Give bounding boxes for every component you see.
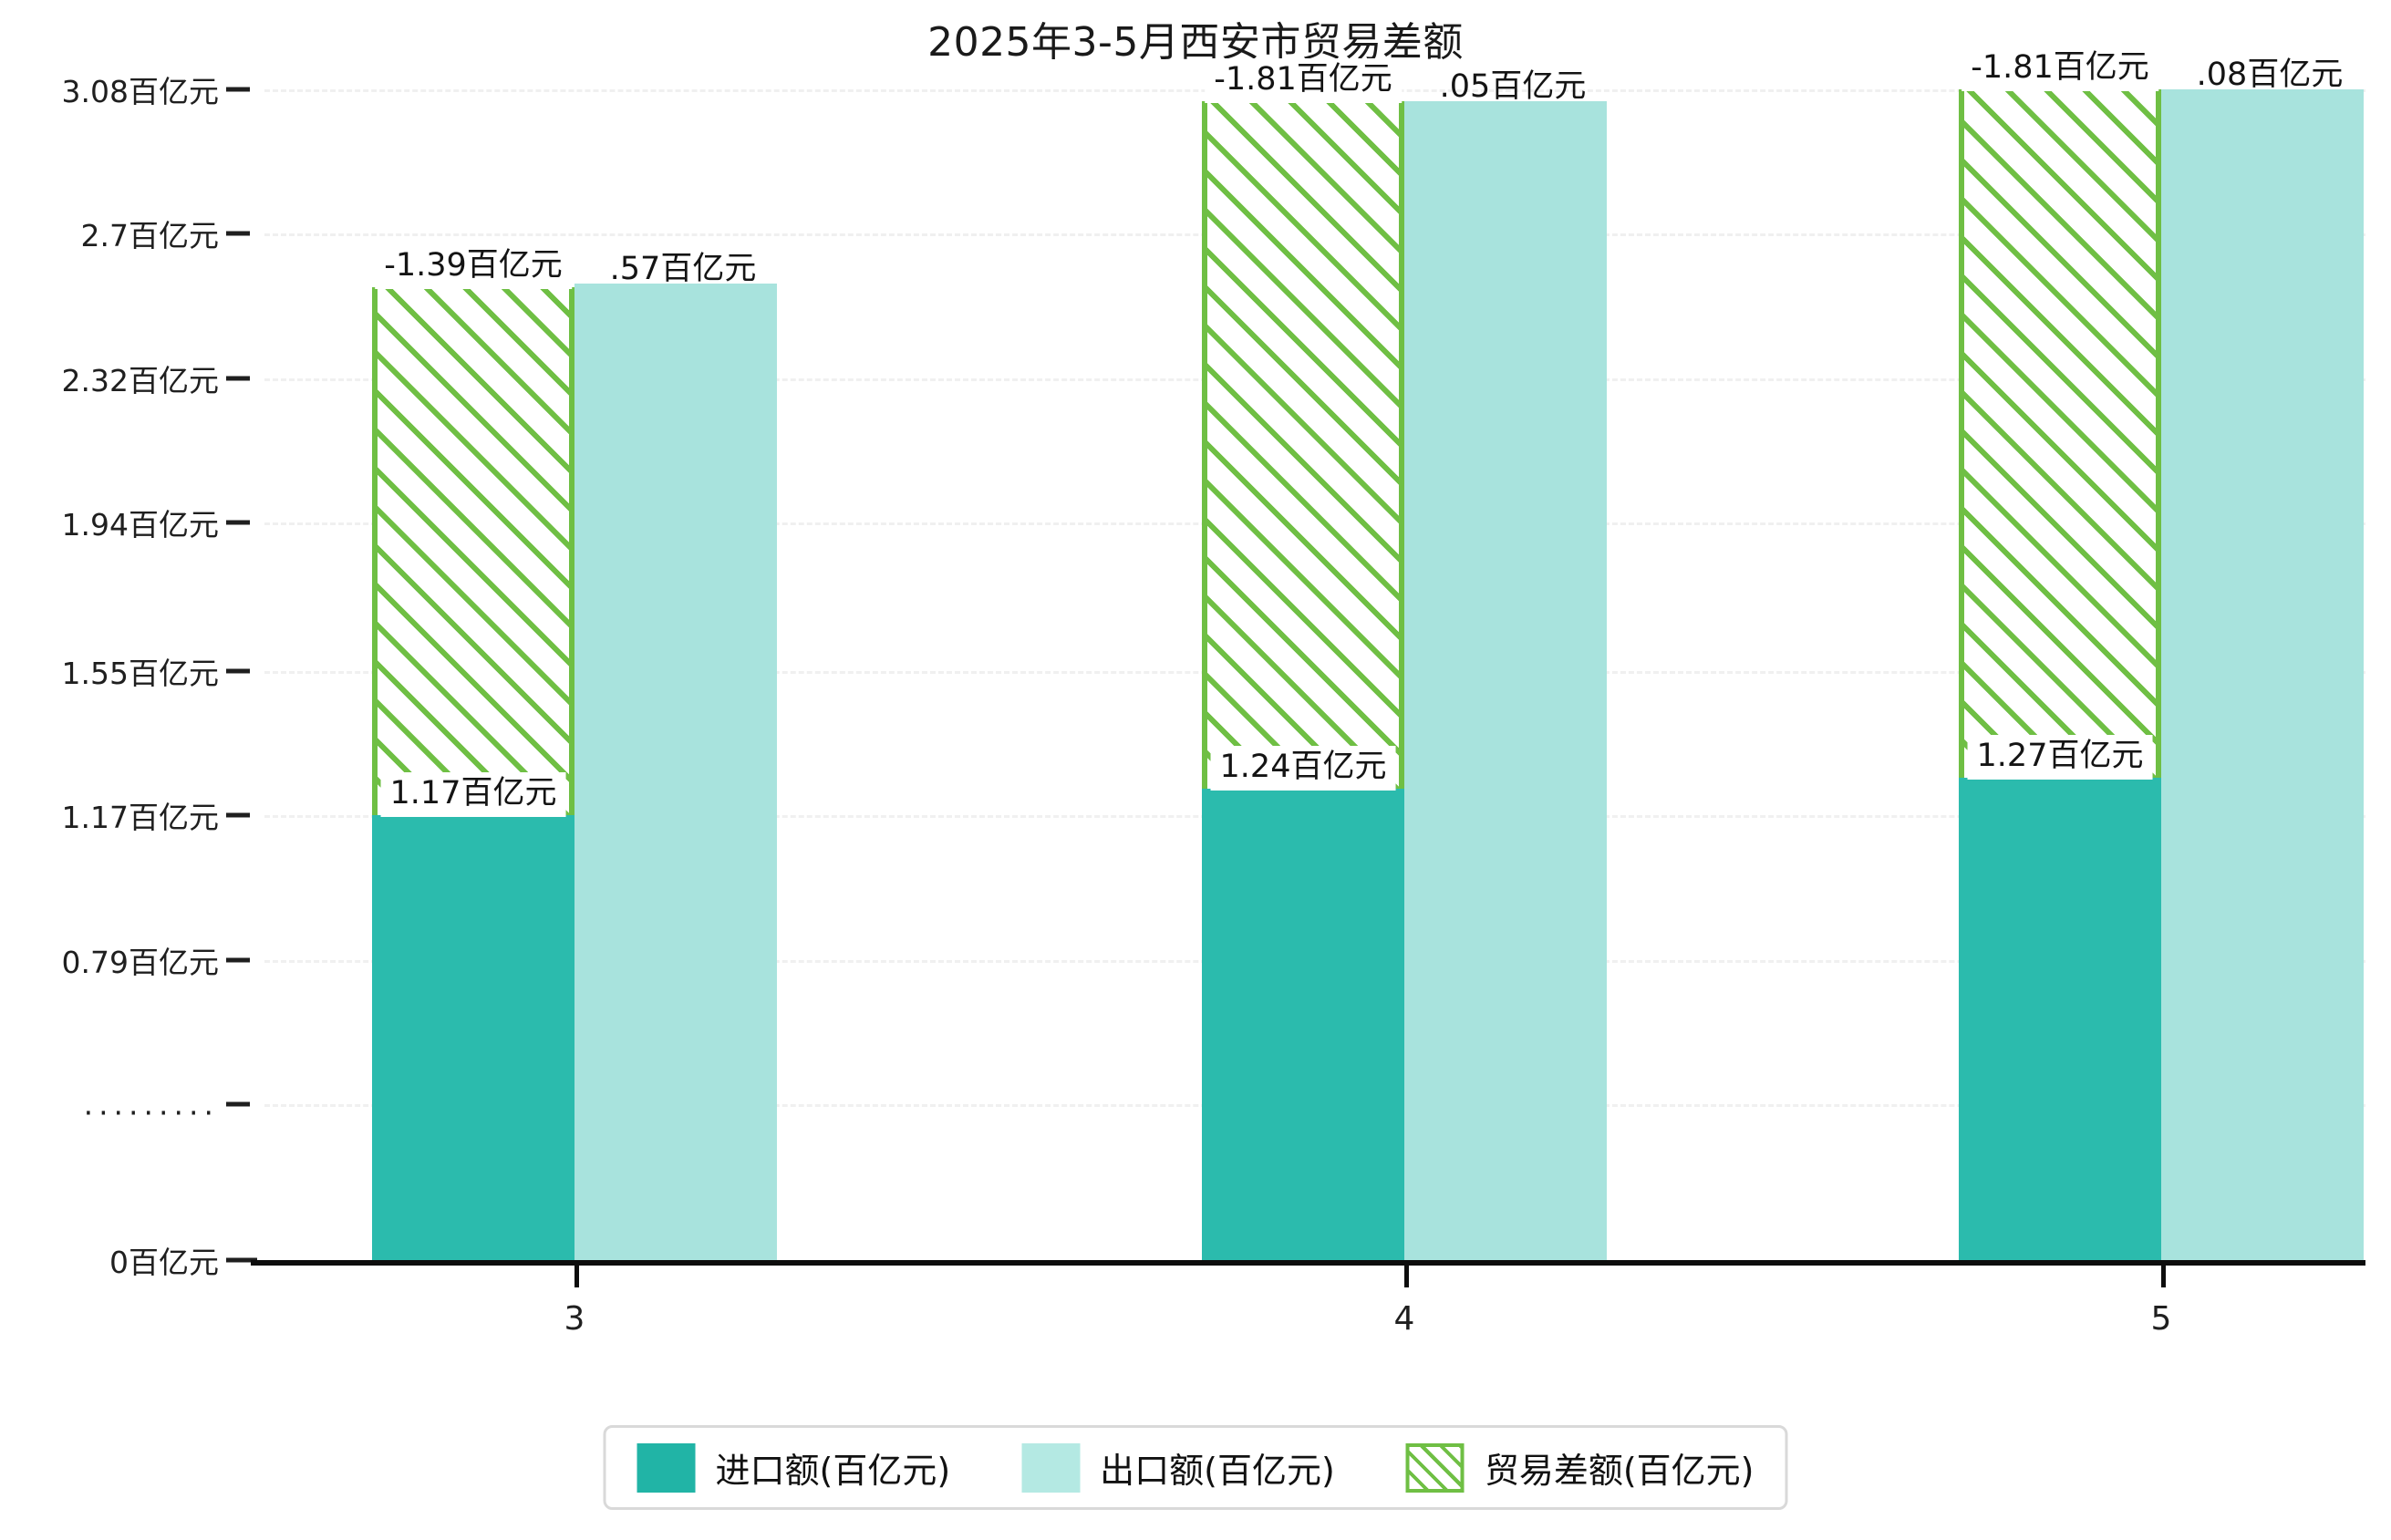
x-axis-tick-mark [2161,1264,2166,1287]
y-axis-tick-label: 2.7百亿元 [80,218,219,254]
y-axis-tick-mark [226,812,250,818]
legend-item-export[interactable]: 出口额(百亿元) [1021,1442,1335,1493]
y-axis-tick-label: 0.79百亿元 [61,944,219,980]
y-axis-tick-mark [226,1257,257,1263]
bar-export-4[interactable] [1404,100,1607,1260]
legend-item-balance[interactable]: 贸易差额(百亿元) [1405,1442,1754,1493]
data-label-import-4: 1.24百亿元 [1210,746,1396,791]
square-swatch-import-icon [637,1442,696,1493]
y-axis-tick-mark [226,87,250,92]
x-axis-tick-label-5: 5 [2150,1300,2172,1338]
bar-trade-balance-5[interactable] [1959,89,2161,778]
data-label-export-3: .57百亿元 [609,250,757,287]
data-label-balance-5: -1.81百亿元 [1961,47,2158,91]
bar-import-4[interactable] [1202,789,1404,1260]
square-swatch-export-icon [1021,1442,1081,1493]
x-axis-line [251,1260,2365,1266]
y-axis-tick-mark [226,1101,250,1107]
legend-label-export: 出口额(百亿元) [1100,1451,1335,1491]
data-label-export-4: .05百亿元 [1439,67,1587,105]
y-axis-tick-label: 2.32百亿元 [61,362,219,398]
data-label-import-3: 1.17百亿元 [380,772,566,818]
data-label-balance-4: -1.81百亿元 [1205,57,1402,103]
y-axis-tick-label: 1.55百亿元 [61,655,219,691]
y-axis-tick-mark [226,668,250,674]
x-axis-tick-label-3: 3 [564,1300,585,1338]
bar-trade-balance-3[interactable] [372,286,574,816]
legend-label-balance: 贸易差额(百亿元) [1484,1451,1754,1491]
y-axis-tick-label: ......... [83,1086,219,1122]
y-axis-tick-label: 3.08百亿元 [61,74,219,109]
chart-legend: 进口额(百亿元) 出口额(百亿元) 贸易差额(百亿元) [603,1425,1788,1510]
x-axis-tick-label-4: 4 [1393,1300,1415,1338]
data-label-export-5: .08百亿元 [2196,57,2344,93]
y-axis-tick-label: 0百亿元 [109,1245,219,1280]
y-axis-tick-mark [226,376,250,381]
data-label-balance-3: -1.39百亿元 [375,243,572,289]
y-axis-tick-label: 1.17百亿元 [61,800,219,836]
legend-label-import: 进口额(百亿元) [715,1451,951,1491]
legend-item-import[interactable]: 进口额(百亿元) [637,1442,951,1493]
bar-export-5[interactable] [2161,89,2364,1260]
bar-export-3[interactable] [574,283,777,1260]
hatched-swatch-balance-icon [1405,1442,1465,1493]
bar-trade-balance-4[interactable] [1202,100,1404,790]
bar-import-3[interactable] [372,815,574,1260]
data-label-import-5: 1.27百亿元 [1967,734,2153,780]
x-axis-tick-mark [574,1264,579,1287]
y-axis-tick-label: 1.94百亿元 [61,507,219,543]
y-axis-tick-mark [226,957,250,963]
bar-import-5[interactable] [1959,777,2161,1260]
x-axis-tick-mark [1404,1264,1409,1287]
y-axis-tick-mark [226,231,250,236]
y-axis-tick-mark [226,520,250,525]
